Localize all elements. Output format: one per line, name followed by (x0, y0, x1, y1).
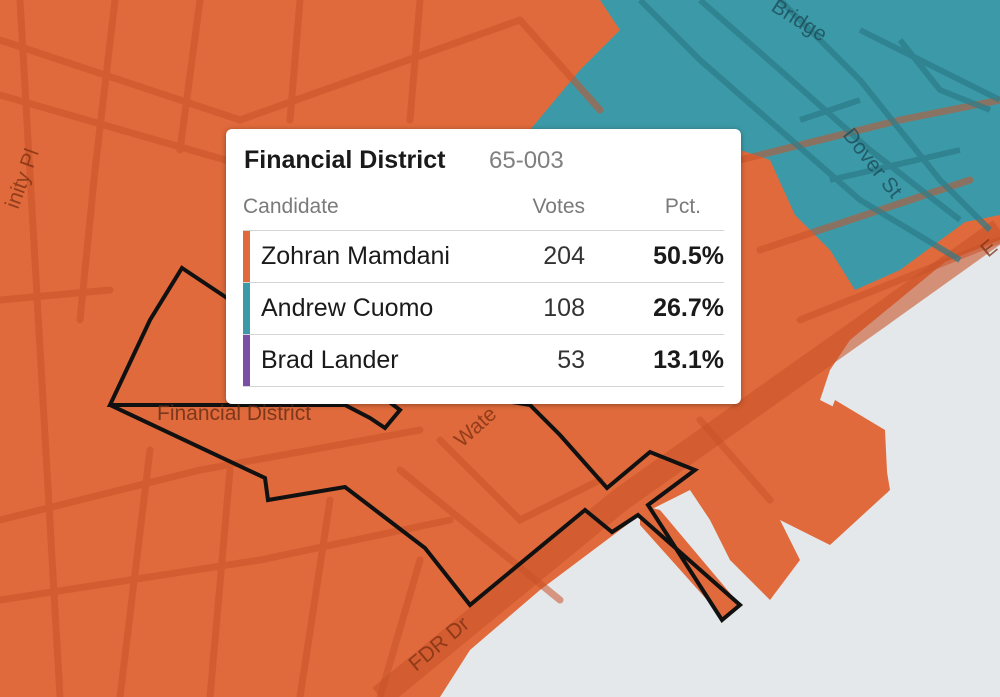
divider (243, 230, 724, 231)
candidate-pct: 13.1% (653, 346, 724, 374)
candidate-name: Zohran Mamdani (261, 242, 450, 270)
candidate-pct: 50.5% (653, 242, 724, 270)
divider (243, 282, 724, 283)
candidate-color-swatch (243, 335, 250, 386)
candidate-color-swatch (243, 283, 250, 334)
district-outline-lower[interactable] (109, 398, 744, 623)
major-roads (372, 220, 1000, 697)
candidate-name: Brad Lander (261, 346, 399, 374)
teal-streets (637, 0, 1000, 263)
result-row: Brad Lander 53 13.1% (243, 335, 724, 386)
result-row: Zohran Mamdani 204 50.5% (243, 231, 724, 282)
tooltip-district-id: 65-003 (489, 147, 564, 174)
district-label: Financial District (157, 402, 311, 425)
result-row: Andrew Cuomo 108 26.7% (243, 283, 724, 334)
candidate-votes: 53 (557, 346, 585, 374)
cuomo-area[interactable] (530, 0, 1000, 290)
candidate-pct: 26.7% (653, 294, 724, 322)
pier (800, 400, 888, 540)
header-candidate: Candidate (243, 195, 339, 218)
candidate-votes: 108 (543, 294, 585, 322)
tooltip-title: Financial District (244, 146, 446, 174)
candidate-color-swatch (243, 231, 250, 282)
divider (243, 386, 724, 387)
precinct-tooltip: Financial District 65-003 Candidate Vote… (226, 129, 741, 404)
candidate-name: Andrew Cuomo (261, 294, 434, 322)
header-pct: Pct. (664, 195, 701, 218)
candidate-votes: 204 (543, 242, 585, 270)
divider (243, 334, 724, 335)
header-votes: Votes (532, 195, 585, 218)
